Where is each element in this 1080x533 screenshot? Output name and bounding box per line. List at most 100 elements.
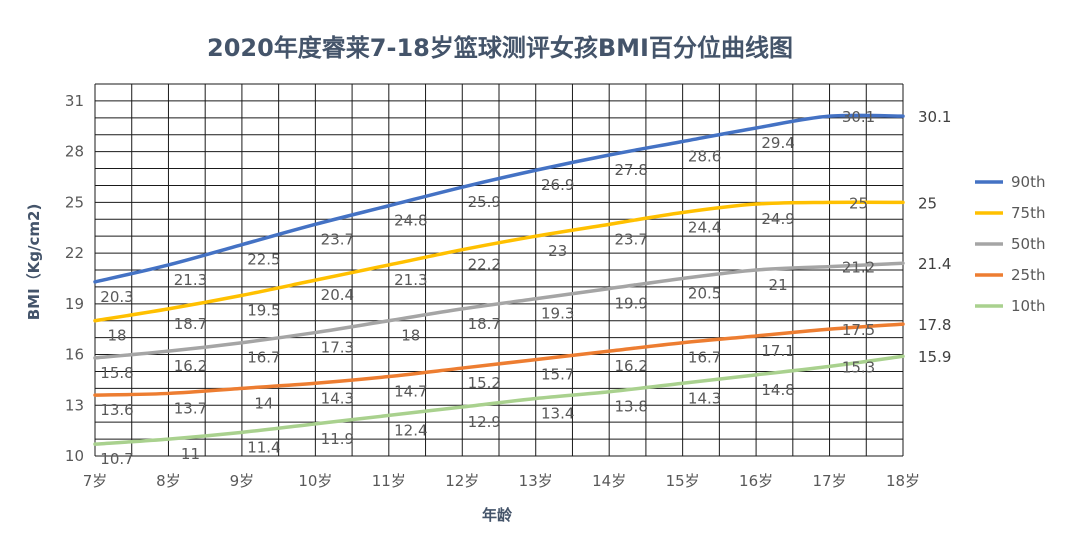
data-label-90th: 28.6 xyxy=(688,147,721,165)
data-label-75th: 23.7 xyxy=(614,230,647,248)
y-tick-label: 16 xyxy=(65,346,84,364)
data-label-25th: 14.3 xyxy=(321,389,354,407)
x-tick-label: 15岁 xyxy=(666,472,700,490)
x-axis-ticks: 7岁 8岁 9岁 10岁 11岁 12岁 13岁 14岁 15岁 16岁 17岁 18岁 xyxy=(83,472,920,490)
series-line-75th xyxy=(93,200,905,323)
data-label-75th: 24.9 xyxy=(761,210,794,228)
data-label-75th: 24.4 xyxy=(688,219,721,237)
data-label-50th: 21.2 xyxy=(842,259,875,277)
data-label-75th: 20.4 xyxy=(321,286,354,304)
data-label-10th: 10.7 xyxy=(100,450,133,468)
data-label-90th: 29.4 xyxy=(761,134,794,152)
data-label-25th: 16.2 xyxy=(614,357,647,375)
x-tick-label: 17岁 xyxy=(812,472,846,490)
data-label-25th: 15.7 xyxy=(541,366,574,384)
data-label-10th: 15.3 xyxy=(842,358,875,376)
data-label-75th: 21.3 xyxy=(394,271,427,289)
data-label-end-25th: 17.8 xyxy=(918,316,951,334)
data-label-90th: 20.3 xyxy=(100,288,133,306)
data-label-end-50th: 21.4 xyxy=(918,255,951,273)
data-label-end-90th: 30.1 xyxy=(918,108,951,126)
data-label-90th: 26.9 xyxy=(541,176,574,194)
x-tick-label: 13岁 xyxy=(519,472,553,490)
legend-label-90th: 90th xyxy=(1011,173,1045,191)
x-tick-label: 11岁 xyxy=(372,472,406,490)
data-label-25th: 17.1 xyxy=(761,342,794,360)
x-axis-title: 年龄 xyxy=(482,506,513,524)
data-label-10th: 11.9 xyxy=(321,430,354,448)
y-tick-label: 13 xyxy=(65,396,84,414)
data-label-50th: 16.7 xyxy=(247,349,280,367)
data-label-75th: 22.2 xyxy=(468,256,501,274)
series-line-25th xyxy=(93,322,905,397)
data-label-end-75th: 25 xyxy=(918,194,937,212)
data-label-25th: 13.7 xyxy=(174,399,207,417)
series-lines xyxy=(93,113,905,446)
x-tick-label: 9岁 xyxy=(230,472,255,490)
legend-label-10th: 10th xyxy=(1011,297,1045,315)
x-tick-label: 14岁 xyxy=(592,472,626,490)
data-label-25th: 16.7 xyxy=(688,349,721,367)
data-label-90th: 21.3 xyxy=(174,271,207,289)
series-line-90th xyxy=(93,113,905,284)
data-label-25th: 17.5 xyxy=(842,321,875,339)
x-tick-label: 18岁 xyxy=(886,472,920,490)
data-label-50th: 15.8 xyxy=(100,364,133,382)
x-tick-label: 8岁 xyxy=(156,472,181,490)
series-line-10th xyxy=(93,354,905,446)
data-label-90th: 30.1 xyxy=(842,108,875,126)
legend-label-50th: 50th xyxy=(1011,235,1045,253)
data-label-10th: 13.8 xyxy=(614,398,647,416)
data-label-10th: 11 xyxy=(181,445,200,463)
y-tick-label: 22 xyxy=(65,244,84,262)
data-label-90th: 27.8 xyxy=(614,161,647,179)
data-label-10th: 14.8 xyxy=(761,381,794,399)
series-line-50th xyxy=(93,261,905,360)
legend-label-25th: 25th xyxy=(1011,266,1045,284)
data-label-50th: 20.5 xyxy=(688,284,721,302)
data-label-50th: 17.3 xyxy=(321,339,354,357)
x-tick-label: 16岁 xyxy=(739,472,773,490)
data-label-90th: 23.7 xyxy=(321,230,354,248)
data-label-10th: 14.3 xyxy=(688,389,721,407)
data-label-75th: 23 xyxy=(548,242,567,260)
data-label-10th: 12.4 xyxy=(394,421,427,439)
data-label-75th: 25 xyxy=(849,194,868,212)
y-tick-label: 10 xyxy=(65,447,84,465)
data-label-75th: 18.7 xyxy=(174,315,207,333)
y-tick-label: 25 xyxy=(65,193,84,211)
data-label-10th: 13.4 xyxy=(541,405,574,423)
data-label-10th: 11.4 xyxy=(247,438,280,456)
data-labels: 20.3 21.3 22.5 23.7 24.8 25.9 26.9 27.8 28.6 29.4… xyxy=(100,108,951,468)
x-tick-label: 10岁 xyxy=(298,472,332,490)
data-label-25th: 14.7 xyxy=(394,383,427,401)
data-label-90th: 24.8 xyxy=(394,212,427,230)
y-tick-label: 28 xyxy=(65,143,84,161)
data-label-50th: 21 xyxy=(769,276,788,294)
data-label-end-10th: 15.9 xyxy=(918,348,951,366)
legend-label-75th: 75th xyxy=(1011,204,1045,222)
y-axis-ticks: 10 13 16 19 22 25 28 31 xyxy=(65,92,84,465)
y-axis-title: BMI（Kg/cm2) xyxy=(25,204,43,321)
data-label-90th: 22.5 xyxy=(247,251,280,269)
chart-title: 2020年度睿莱7-18岁篮球测评女孩BMI百分位曲线图 xyxy=(207,34,793,62)
y-tick-label: 19 xyxy=(65,295,84,313)
data-label-25th: 15.2 xyxy=(468,374,501,392)
data-label-75th: 18 xyxy=(107,327,126,345)
data-label-25th: 14 xyxy=(254,394,273,412)
data-label-50th: 18 xyxy=(401,327,420,345)
data-label-50th: 16.2 xyxy=(174,357,207,375)
data-label-75th: 19.5 xyxy=(247,301,280,319)
data-label-50th: 18.7 xyxy=(468,315,501,333)
x-tick-label: 12岁 xyxy=(445,472,479,490)
data-label-50th: 19.9 xyxy=(614,295,647,313)
x-tick-label: 7岁 xyxy=(83,472,108,490)
data-label-25th: 13.6 xyxy=(100,401,133,419)
data-label-50th: 19.3 xyxy=(541,305,574,323)
legend: 90th 75th 50th 25th 10th xyxy=(975,173,1045,315)
data-label-10th: 12.9 xyxy=(468,413,501,431)
data-label-90th: 25.9 xyxy=(468,193,501,211)
y-tick-label: 31 xyxy=(65,92,84,110)
